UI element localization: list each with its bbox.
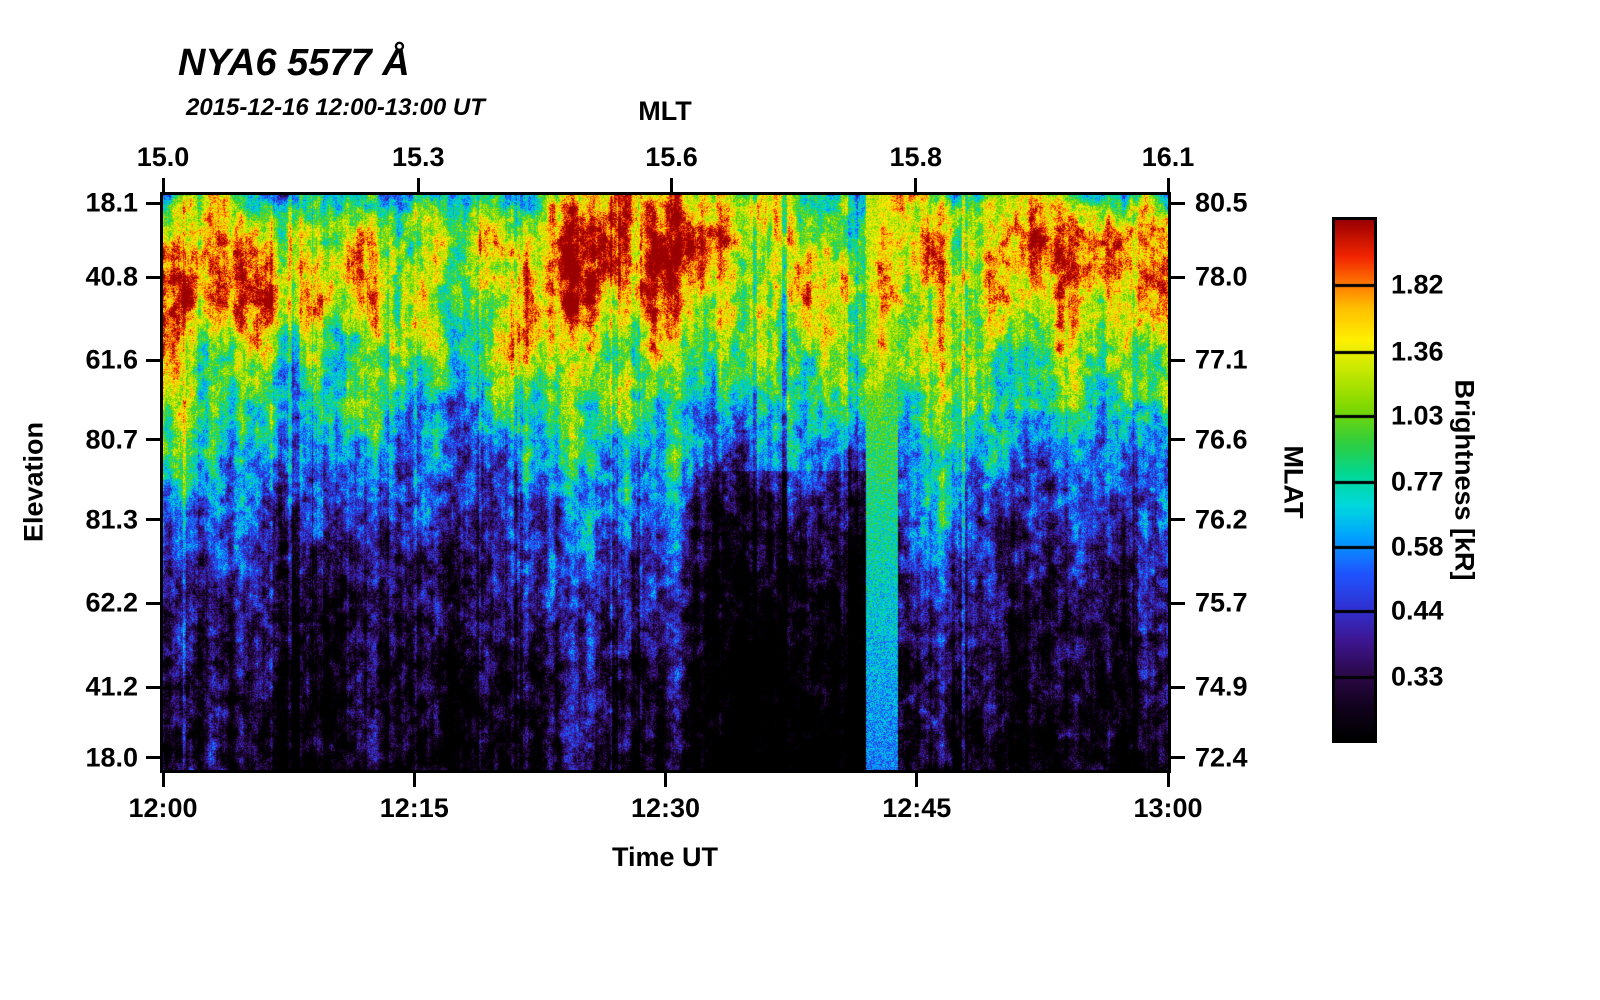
left-axis-tickmark: [146, 601, 160, 605]
left-axis-tick-label: 81.3: [85, 504, 138, 535]
right-axis-tick-label: 78.0: [1195, 261, 1248, 292]
top-axis-tick-label: 15.6: [645, 142, 698, 172]
bottom-axis-tick-label: 12:45: [882, 793, 952, 823]
bottom-axis-tick-label: 13:00: [1133, 793, 1203, 823]
right-axis-tick-label: 77.1: [1195, 344, 1248, 375]
top-axis-tick-label: 16.1: [1141, 142, 1195, 172]
right-axis-tickmark: [1171, 358, 1185, 362]
left-axis-tick-label: 61.6: [85, 344, 138, 375]
right-axis-tick-label: 76.2: [1195, 504, 1248, 535]
colorbar-tick-label: 0.33: [1391, 661, 1444, 692]
right-axis-tick-label: 76.6: [1195, 424, 1248, 455]
bottom-axis-tick-label: 12:15: [379, 793, 449, 823]
left-axis-tick-label: 62.2: [85, 587, 138, 618]
colorbar-axis-label: Brightness [kR]: [1449, 379, 1480, 581]
top-axis-tickmark: [914, 178, 918, 192]
left-axis-tick-label: 18.1: [85, 187, 138, 218]
right-axis-tickmark: [1171, 685, 1185, 689]
right-axis-tick-label: 80.5: [1195, 187, 1248, 218]
top-axis-tick-label: 15.3: [391, 142, 445, 172]
left-axis-tickmark: [146, 518, 160, 522]
bottom-axis-tickmark: [915, 773, 919, 787]
top-axis-tickmark: [670, 178, 674, 192]
left-axis-tick-label: 18.0: [85, 742, 138, 773]
left-axis-tick-label: 41.2: [85, 671, 138, 702]
colorbar-tick-label: 0.77: [1391, 466, 1444, 497]
bottom-axis-tickmark: [664, 773, 667, 787]
top-axis-tick-label: 15.8: [889, 142, 943, 172]
top-axis-tickmark: [161, 178, 165, 192]
right-axis-tickmark: [1171, 275, 1185, 279]
left-axis-tick-label: 80.7: [85, 424, 138, 455]
left-axis-tickmark: [146, 685, 160, 689]
colorbar-tick-label: 1.36: [1391, 336, 1444, 367]
left-axis-tick-label: 40.8: [85, 261, 138, 292]
colorbar-tick-label: 0.58: [1391, 531, 1444, 562]
plot-subtitle: 2015-12-16 12:00-13:00 UT: [186, 94, 485, 121]
right-axis-tickmark: [1171, 438, 1185, 442]
plot-area: [160, 192, 1171, 773]
right-axis-tick-label: 75.7: [1195, 587, 1248, 618]
colorbar: [1332, 217, 1377, 743]
bottom-axis-tickmark: [412, 773, 416, 787]
colorbar-tick-label: 1.03: [1391, 400, 1444, 431]
plot-title: NYA6 5577 Å: [178, 42, 410, 84]
right-axis-label: MLAT: [1278, 445, 1309, 519]
top-axis-tickmark: [416, 178, 420, 192]
heatmap-canvas: [163, 195, 1168, 770]
bottom-axis-tick-label: 12:00: [128, 793, 198, 823]
bottom-axis-tickmark: [1166, 773, 1170, 787]
left-axis-tickmark: [146, 756, 160, 760]
colorbar-tick-label: 0.44: [1391, 595, 1444, 626]
top-axis-tickmark: [1166, 178, 1170, 192]
top-axis-label: MLT: [638, 96, 692, 126]
right-axis-tickmark: [1171, 518, 1185, 522]
top-axis-tick-label: 15.0: [136, 142, 190, 172]
colorbar-canvas: [1335, 220, 1374, 740]
right-axis-tick-label: 72.4: [1195, 742, 1248, 773]
right-axis-tickmark: [1171, 756, 1185, 760]
left-axis-tickmark: [146, 438, 160, 442]
left-axis-tickmark: [146, 201, 160, 205]
colorbar-tick-label: 1.82: [1391, 269, 1444, 300]
right-axis-tick-label: 74.9: [1195, 671, 1248, 702]
left-axis-tickmark: [146, 275, 160, 279]
right-axis-tickmark: [1171, 601, 1185, 605]
left-axis-tickmark: [146, 358, 160, 362]
bottom-axis-label: Time UT: [611, 842, 719, 872]
bottom-axis-tick-label: 12:30: [630, 793, 701, 823]
bottom-axis-tickmark: [161, 773, 165, 787]
right-axis-tickmark: [1171, 201, 1185, 205]
